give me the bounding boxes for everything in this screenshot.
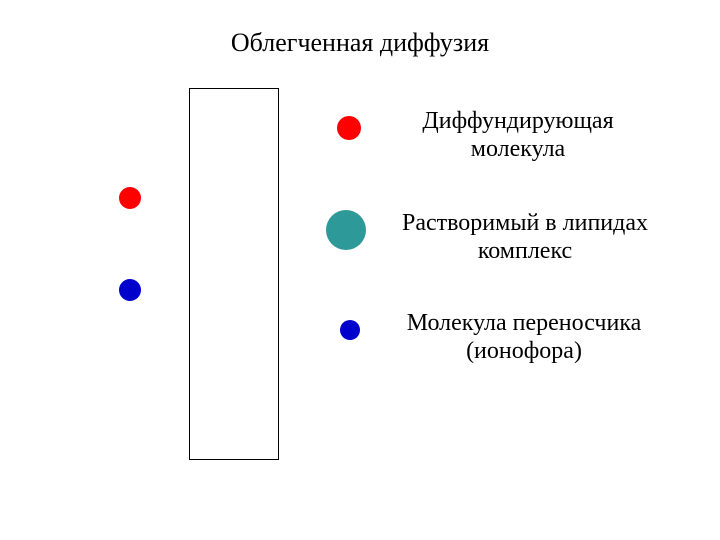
diffusing-molecule-icon <box>337 116 361 140</box>
lipid-complex-icon <box>326 210 366 250</box>
diffusing-molecule-label: Диффундирующая молекула <box>398 108 638 163</box>
carrier-molecule-label: Молекула переносчика (ионофора) <box>384 310 664 365</box>
lipid-complex-label: Растворимый в липидах комплекс <box>380 210 670 265</box>
label-line: комплекс <box>478 238 572 264</box>
membrane-rectangle <box>189 88 279 460</box>
label-line: Молекула переносчика <box>407 310 642 336</box>
label-line: (ионофора) <box>466 338 582 364</box>
label-line: молекула <box>471 136 565 162</box>
carrier-molecule-icon <box>340 320 360 340</box>
label-line: Растворимый в липидах <box>402 210 648 236</box>
diagram-stage: Облегченная диффузия Диффундирующая моле… <box>0 0 720 540</box>
diagram-title: Облегченная диффузия <box>0 28 720 58</box>
diffusing-molecule-left <box>119 187 141 209</box>
carrier-molecule-left <box>119 279 141 301</box>
label-line: Диффундирующая <box>422 108 613 134</box>
